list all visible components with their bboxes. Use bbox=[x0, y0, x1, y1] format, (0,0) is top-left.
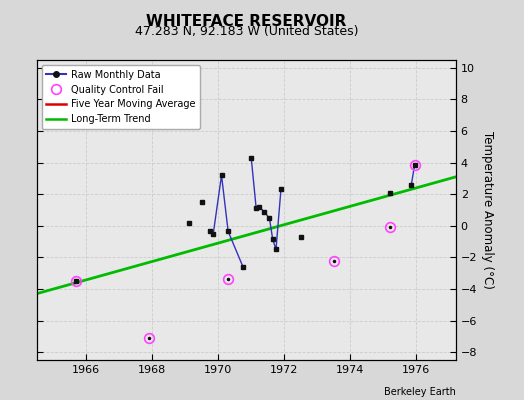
Text: WHITEFACE RESERVOIR: WHITEFACE RESERVOIR bbox=[146, 14, 346, 29]
Title: 47.283 N, 92.183 W (United States): 47.283 N, 92.183 W (United States) bbox=[135, 25, 358, 38]
Text: Berkeley Earth: Berkeley Earth bbox=[384, 387, 456, 397]
Legend: Raw Monthly Data, Quality Control Fail, Five Year Moving Average, Long-Term Tren: Raw Monthly Data, Quality Control Fail, … bbox=[41, 65, 200, 129]
Y-axis label: Temperature Anomaly (°C): Temperature Anomaly (°C) bbox=[481, 131, 494, 289]
